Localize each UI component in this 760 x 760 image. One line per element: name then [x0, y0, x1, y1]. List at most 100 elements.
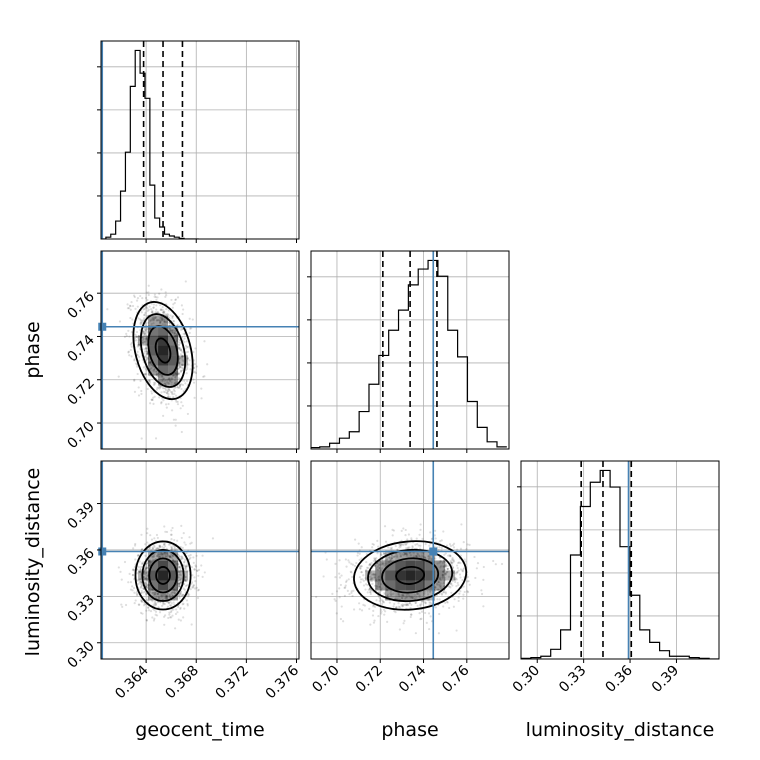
sample-point: [358, 608, 361, 611]
sample-point: [133, 359, 136, 362]
sample-point: [344, 586, 347, 589]
sample-point: [172, 388, 176, 391]
sample-point: [180, 401, 183, 404]
sample-point: [409, 554, 412, 557]
sample-point: [438, 577, 442, 581]
sample-point: [456, 566, 459, 570]
sample-point: [137, 359, 141, 362]
sample-point: [172, 329, 175, 332]
sample-point: [409, 615, 412, 619]
sample-point: [151, 369, 154, 372]
sample-point: [189, 368, 192, 371]
contour-line: [141, 549, 185, 602]
sample-point: [367, 566, 370, 570]
sample-point: [177, 362, 181, 365]
sample-point: [362, 579, 365, 582]
sample-point: [457, 561, 461, 564]
sample-point: [140, 548, 144, 551]
density-cell: [158, 580, 169, 591]
sample-point: [366, 566, 369, 569]
sample-point: [165, 596, 168, 599]
sample-point: [143, 332, 146, 336]
sample-point: [171, 329, 174, 332]
sample-point: [145, 598, 149, 602]
sample-point: [181, 593, 184, 596]
tick-label-luminosity_distance: 0.33: [556, 663, 589, 696]
sample-point: [190, 327, 193, 330]
sample-point: [392, 592, 395, 595]
sample-point: [374, 558, 377, 561]
sample-point: [166, 597, 169, 600]
sample-point: [163, 312, 166, 315]
sample-point: [441, 573, 444, 576]
sample-point: [375, 580, 378, 583]
sample-point: [379, 608, 383, 611]
sample-point: [398, 546, 401, 549]
sample-point: [150, 308, 153, 311]
sample-point: [385, 558, 388, 561]
sample-point: [462, 585, 465, 588]
sample-point: [438, 598, 441, 601]
sample-point: [439, 582, 442, 585]
sample-point: [170, 602, 173, 605]
sample-point: [347, 578, 350, 581]
sample-point: [135, 335, 138, 338]
sample-point: [177, 582, 181, 585]
sample-point: [353, 564, 357, 568]
density-cell: [168, 590, 179, 601]
sample-point: [138, 570, 141, 573]
sample-point: [167, 616, 170, 620]
sample-point: [178, 585, 181, 588]
sample-point: [175, 332, 179, 335]
sample-point: [454, 580, 457, 584]
density-cell: [405, 560, 416, 571]
sample-point: [418, 612, 421, 615]
sample-point: [146, 566, 149, 569]
sample-point: [176, 296, 180, 299]
sample-point: [168, 554, 172, 558]
sample-point: [173, 332, 176, 335]
sample-point: [166, 388, 169, 391]
sample-point: [406, 538, 409, 541]
sample-point: [179, 370, 182, 374]
sample-point: [145, 582, 148, 585]
sample-point: [151, 317, 154, 321]
contour-line: [134, 540, 192, 611]
sample-point: [170, 392, 174, 395]
sample-point: [405, 554, 409, 557]
sample-point: [169, 616, 172, 619]
sample-point: [380, 583, 383, 586]
contour-line: [154, 337, 172, 364]
sample-point: [351, 594, 354, 598]
sample-point: [144, 567, 148, 570]
sample-point: [144, 296, 148, 300]
sample-point: [140, 599, 143, 602]
sample-point: [152, 547, 155, 550]
sample-point: [121, 605, 124, 608]
sample-point: [161, 387, 165, 390]
sample-point: [176, 611, 179, 614]
sample-point: [426, 590, 429, 593]
sample-point: [344, 580, 348, 584]
sample-point: [178, 346, 181, 349]
sample-point: [369, 571, 372, 574]
sample-point: [333, 598, 336, 601]
sample-point: [179, 365, 182, 368]
sample-point: [143, 568, 146, 571]
sample-point: [145, 618, 148, 622]
sample-point: [383, 525, 387, 528]
sample-point: [159, 555, 162, 558]
sample-point: [439, 566, 442, 569]
sample-point: [146, 307, 149, 310]
sample-point: [456, 548, 459, 551]
sample-point: [400, 594, 403, 597]
sample-point: [473, 555, 476, 559]
sample-point: [154, 311, 157, 314]
sample-point: [137, 394, 141, 397]
sample-point: [132, 568, 135, 571]
sample-point: [136, 297, 140, 300]
sample-point: [152, 303, 156, 306]
sample-point: [390, 546, 393, 549]
truth-marker: [429, 547, 438, 556]
panel-frame: [100, 250, 300, 450]
